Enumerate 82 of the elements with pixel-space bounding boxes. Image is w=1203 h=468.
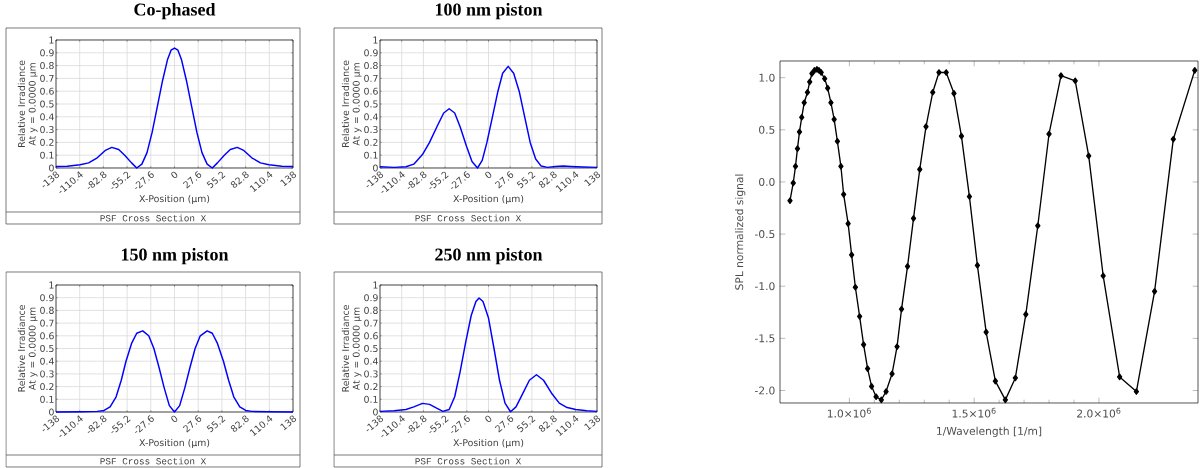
line-series [379, 65, 598, 169]
x-tick-label: 138 [280, 415, 297, 431]
y-tick-label: 0.7 [364, 319, 378, 327]
y-tick-label: 1 [373, 36, 378, 44]
y-tick-label: 0.1 [40, 395, 54, 403]
x-tick-label: 138 [280, 171, 297, 187]
y-tick-label: 0 [49, 164, 54, 172]
line-series [55, 330, 294, 413]
y-tick-label: 0.8 [364, 306, 378, 314]
x-axis-title: X-Position (µm) [139, 438, 210, 448]
y-tick-label: 0.3 [40, 126, 54, 134]
y-tick-label: 0.2 [364, 138, 378, 146]
y-tick-label: 0.2 [364, 383, 378, 391]
y-tick-label: 0.7 [40, 74, 54, 82]
x-axis-title: X-Position (µm) [139, 194, 210, 204]
chart-title: 250 nm piston [435, 247, 543, 265]
y-tick-label: 1 [373, 281, 378, 289]
y-tick-label: 1.0 [759, 73, 775, 82]
y-tick-label: 0.5 [40, 344, 54, 353]
y-tick-label: 0.4 [364, 357, 378, 365]
text: PSF Cross Section X [100, 214, 207, 222]
y-tick-label: 0.8 [40, 62, 54, 70]
y-tick-label: 0.4 [40, 113, 54, 121]
y-axis-title: Relative Irradiance At y = 0.0000 µm [17, 305, 38, 392]
y-tick-label: -0.5 [755, 230, 775, 239]
x-axis-title: X-Position (µm) [453, 194, 524, 204]
y-tick-label: 0.1 [364, 151, 378, 159]
y-tick-label: 0.3 [364, 126, 378, 134]
x-tick-label: 0 [485, 171, 492, 179]
y-tick-label: 0.2 [40, 383, 54, 391]
y-tick-label: 0.5 [364, 344, 378, 353]
x-tick-label: 0 [171, 415, 178, 423]
y-tick-label: 0.9 [40, 294, 54, 302]
y-axis-title: Relative Irradiance At y = 0.0000 µm [17, 60, 38, 147]
y-tick-label: 0.6 [364, 332, 378, 340]
y-tick-label: 0.8 [364, 62, 378, 70]
x-tick-label: 0 [171, 171, 178, 179]
chart-title: 100 nm piston [435, 2, 543, 20]
y-tick-label: 0.0 [759, 177, 775, 186]
y-tick-label: 0.9 [40, 49, 54, 57]
y-tick-label: 0.9 [364, 49, 378, 57]
text: PSF Cross Section X [100, 457, 207, 465]
y-tick-label: 0.2 [40, 138, 54, 146]
y-tick-label: -1.0 [755, 282, 775, 291]
x-axis-title: X-Position (µm) [453, 438, 524, 448]
x-tick-label: 1.0×10$^{6}$ [827, 407, 871, 418]
y-tick-label: -2.0 [755, 386, 775, 395]
y-tick-label: 0.3 [364, 370, 378, 378]
y-tick-label: 0.1 [40, 151, 54, 159]
x-tick-label: 138 [584, 171, 601, 187]
y-tick-label: 1 [49, 281, 54, 289]
y-tick-label: 0.8 [40, 306, 54, 314]
line-series [55, 47, 294, 169]
line-series [379, 297, 598, 413]
y-tick-label: 0.7 [364, 74, 378, 82]
y-axis-title: Relative Irradiance At y = 0.0000 µm [341, 60, 362, 147]
y-tick-label: -1.5 [755, 334, 775, 343]
y-axis-title: SPL normalized signal [735, 174, 746, 290]
x-axis-title: 1/Wavelength [1/m] [937, 426, 1042, 438]
y-tick-label: 0.4 [364, 113, 378, 121]
x-tick-label: 0 [485, 415, 492, 423]
y-tick-label: 0.5 [40, 100, 54, 108]
x-tick-label: 1.5×10$^{6}$ [952, 407, 996, 418]
y-tick-label: 0.9 [364, 294, 378, 302]
text: PSF Cross Section X [415, 214, 522, 222]
y-tick-label: 0.1 [364, 395, 378, 403]
y-tick-label: 1 [49, 36, 54, 44]
y-tick-label: 0.5 [364, 100, 378, 108]
y-tick-label: 0.4 [40, 357, 54, 365]
y-tick-label: 0.6 [40, 332, 54, 340]
y-tick-label: 0.6 [364, 87, 378, 95]
y-tick-label: 0.6 [40, 87, 54, 95]
y-tick-label: 0.7 [40, 319, 54, 327]
y-tick-label: 0 [373, 164, 378, 172]
y-axis-title: Relative Irradiance At y = 0.0000 µm [341, 305, 362, 392]
chart-title: 150 nm piston [121, 247, 229, 265]
chart-title: Co-phased [134, 2, 216, 20]
x-tick-label: 138 [584, 415, 601, 431]
y-tick-label: 0.3 [40, 370, 54, 378]
text: PSF Cross Section X [415, 457, 522, 465]
y-tick-label: 0.5 [759, 125, 775, 134]
x-tick-label: 2.0×10$^{6}$ [1077, 407, 1121, 418]
